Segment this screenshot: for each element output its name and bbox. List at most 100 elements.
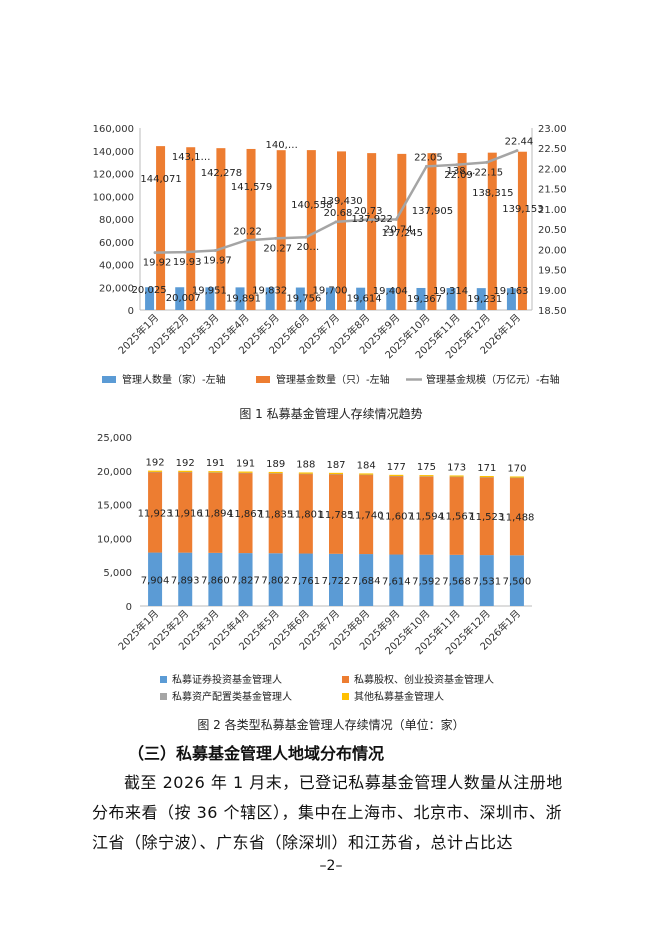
stacked-bar-segment <box>148 471 163 473</box>
stacked-bar-segment <box>238 472 253 474</box>
data-label-other: 171 <box>477 463 496 474</box>
y-right-tick-label: 19.50 <box>538 266 567 277</box>
data-label-manager-count: 19,314 <box>433 286 468 297</box>
data-label-manager-count: 19,163 <box>493 286 528 297</box>
legend-swatch <box>256 376 270 383</box>
stacked-bar-segment <box>509 476 524 478</box>
data-label-manager-count: 19,951 <box>192 285 227 296</box>
stacked-bar-segment <box>208 552 223 606</box>
y-left-tick-label: 120,000 <box>93 170 134 181</box>
stacked-bar-segment <box>298 473 313 475</box>
data-label-manager-count: 20,007 <box>166 293 201 304</box>
data-label-other: 191 <box>206 458 225 469</box>
data-label-manager-count: 20,025 <box>132 285 167 296</box>
data-label-securities: 7,531 <box>472 577 501 588</box>
line-point <box>153 251 157 255</box>
page-number: –2– <box>319 858 343 874</box>
y-tick-label: 0 <box>126 602 132 613</box>
data-label-fund-count: 137,922 <box>351 214 392 225</box>
y-left-tick-label: 60,000 <box>99 238 134 249</box>
figure-2-caption: 图 2 各类型私募基金管理人存续情况（单位：家） <box>197 718 465 732</box>
data-label-fund-scale: 20.74 <box>384 224 413 235</box>
y-left-tick-label: 100,000 <box>93 192 134 203</box>
data-label-equity: 11,894 <box>198 509 233 520</box>
data-label-manager-count: 19,614 <box>347 294 382 305</box>
data-label-securities: 7,722 <box>322 576 351 587</box>
y-tick-label: 25,000 <box>97 433 132 444</box>
data-label-securities: 7,684 <box>352 576 381 587</box>
stacked-bar-segment <box>268 471 283 474</box>
data-label-fund-scale: 22.05 <box>414 152 443 163</box>
stacked-bar-segment <box>419 476 434 477</box>
stacked-bar-segment <box>208 472 223 473</box>
data-label-securities: 7,500 <box>503 577 532 588</box>
bar-fund-count <box>457 153 467 310</box>
bar-fund-count <box>156 146 166 310</box>
stacked-bar-segment <box>449 475 464 477</box>
y-tick-label: 20,000 <box>97 467 132 478</box>
legend-label: 私募资产配置类基金管理人 <box>172 690 292 703</box>
legend-swatch <box>342 693 349 700</box>
data-label-other: 192 <box>146 458 165 469</box>
data-label-other: 173 <box>447 462 466 473</box>
stacked-bar-segment <box>359 474 374 555</box>
legend-label: 私募股权、创业投资基金管理人 <box>354 673 494 686</box>
data-label-fund-scale: 20… <box>296 242 319 253</box>
stacked-bar-segment <box>238 553 253 606</box>
data-label-fund-scale: 20.27 <box>263 243 292 254</box>
line-point <box>183 250 187 254</box>
data-label-equity: 11,607 <box>379 511 414 522</box>
stacked-bar-segment <box>178 472 193 473</box>
legend-label: 其他私募基金管理人 <box>354 690 444 703</box>
stacked-bar-segment <box>208 472 223 553</box>
y-left-tick-label: 140,000 <box>93 147 134 158</box>
bar-manager-count <box>175 287 185 310</box>
body-paragraph: 截至 2026 年 1 月末，已登记私募基金管理人数量从注册地分布来看（按 36… <box>92 773 563 852</box>
data-label-fund-count: 138,315 <box>472 188 513 199</box>
bar-fund-count <box>487 152 497 310</box>
y-left-tick-label: 20,000 <box>99 283 134 294</box>
data-label-equity: 11,867 <box>228 509 263 520</box>
y-left-tick-label: 40,000 <box>99 261 134 272</box>
data-label-securities: 7,592 <box>412 576 441 587</box>
stacked-bar-segment <box>178 472 193 553</box>
stacked-bar-segment <box>479 477 494 556</box>
chart-manager-trend: 0 20,000 40,000 60,000 80,000 100,000 120,000 1… <box>93 124 567 386</box>
stacked-bar-segment <box>509 477 524 479</box>
data-label-other: 188 <box>296 459 315 470</box>
y-right-tick-label: 21.50 <box>538 185 567 196</box>
y-left-tick-label: 160,000 <box>93 124 134 135</box>
bar-manager-count <box>205 287 215 310</box>
y-left-tick-label: 80,000 <box>99 215 134 226</box>
stacked-bar-segment <box>389 554 404 606</box>
line-point <box>455 163 459 167</box>
bar-manager-count <box>326 287 335 310</box>
data-label-securities: 7,761 <box>292 576 321 587</box>
data-label-other: 192 <box>176 458 195 469</box>
stacked-bar-segment <box>268 473 283 474</box>
bar-fund-count <box>276 150 286 310</box>
stacked-bar-segment <box>208 471 223 473</box>
bar-manager-count <box>476 288 486 310</box>
data-label-fund-scale: 20.22 <box>233 226 262 237</box>
data-label-manager-count: 19,367 <box>407 294 442 305</box>
data-label-other: 189 <box>266 459 285 470</box>
y-tick-label: 15,000 <box>97 501 132 512</box>
stacked-bar-segment <box>419 476 434 555</box>
bar-fund-count <box>367 153 377 310</box>
data-label-fund-count: 140,558 <box>291 200 332 211</box>
data-label-fund-scale: 20.68 <box>324 208 353 219</box>
y-right-tick-label: 20.50 <box>538 225 567 236</box>
data-label-fund-count: 139,430 <box>321 196 362 207</box>
data-label-equity: 11,594 <box>409 511 444 522</box>
bar-fund-count <box>186 147 196 310</box>
stacked-bar-segment <box>449 554 464 606</box>
data-label-securities: 7,893 <box>171 575 200 586</box>
data-label-securities: 7,860 <box>201 575 230 586</box>
data-label-fund-count: 140,… <box>266 140 298 151</box>
bar-manager-count <box>506 288 516 310</box>
bar-fund-count <box>246 148 256 310</box>
bar-fund-count <box>517 151 527 310</box>
line-point <box>364 218 368 222</box>
data-label-other: 170 <box>507 463 526 474</box>
